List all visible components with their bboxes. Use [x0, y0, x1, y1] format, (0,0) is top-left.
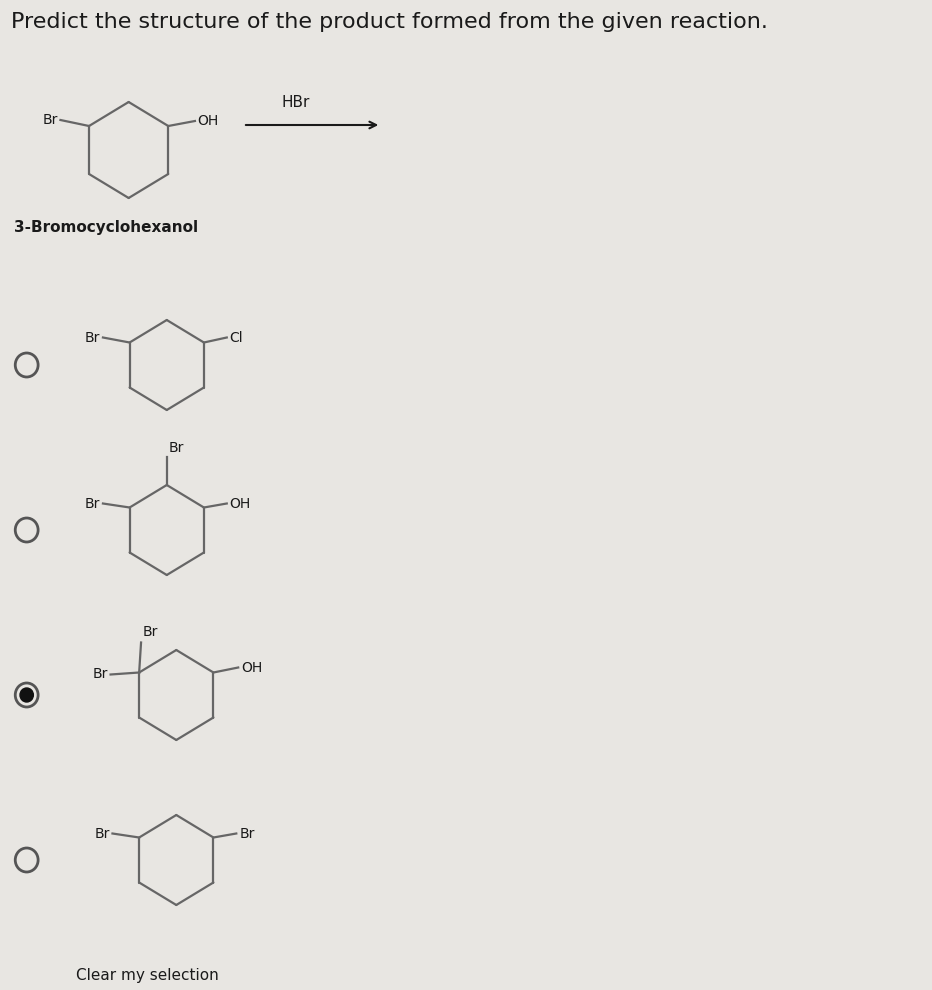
Text: OH: OH — [229, 497, 251, 511]
Text: OH: OH — [197, 114, 218, 128]
Text: Br: Br — [85, 497, 100, 511]
Text: 3-Bromocyclohexanol: 3-Bromocyclohexanol — [14, 220, 199, 235]
Text: Cl: Cl — [229, 331, 243, 345]
Text: Clear my selection: Clear my selection — [76, 968, 219, 983]
Text: Br: Br — [143, 626, 158, 640]
Text: Br: Br — [42, 113, 58, 127]
Circle shape — [20, 688, 34, 702]
Text: Br: Br — [85, 331, 100, 345]
Text: Br: Br — [92, 667, 108, 681]
Text: Br: Br — [240, 827, 254, 841]
Text: Br: Br — [94, 827, 110, 841]
Text: HBr: HBr — [281, 95, 309, 110]
Text: Br: Br — [169, 441, 184, 455]
Text: Predict the structure of the product formed from the given reaction.: Predict the structure of the product for… — [11, 12, 768, 32]
Text: OH: OH — [241, 660, 262, 674]
